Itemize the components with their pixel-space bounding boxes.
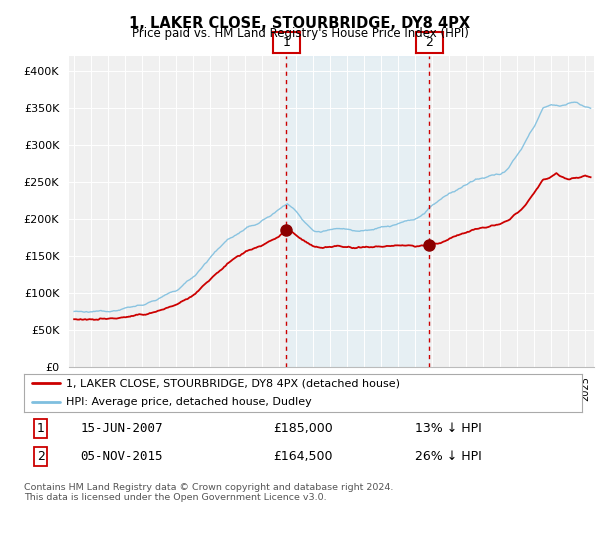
Text: Contains HM Land Registry data © Crown copyright and database right 2024.: Contains HM Land Registry data © Crown c… [24, 483, 394, 492]
Text: £185,000: £185,000 [273, 422, 333, 435]
Text: This data is licensed under the Open Government Licence v3.0.: This data is licensed under the Open Gov… [24, 493, 326, 502]
Bar [286, 56, 430, 367]
Text: £164,500: £164,500 [273, 450, 333, 463]
Text: 2: 2 [37, 450, 44, 463]
Text: 2: 2 [425, 36, 433, 49]
Text: 1, LAKER CLOSE, STOURBRIDGE, DY8 4PX: 1, LAKER CLOSE, STOURBRIDGE, DY8 4PX [130, 16, 470, 31]
Text: 15-JUN-2007: 15-JUN-2007 [80, 422, 163, 435]
Text: 1: 1 [283, 36, 290, 49]
Text: 26% ↓ HPI: 26% ↓ HPI [415, 450, 481, 463]
Text: 13% ↓ HPI: 13% ↓ HPI [415, 422, 481, 435]
Text: 1, LAKER CLOSE, STOURBRIDGE, DY8 4PX (detached house): 1, LAKER CLOSE, STOURBRIDGE, DY8 4PX (de… [66, 379, 400, 389]
Text: HPI: Average price, detached house, Dudley: HPI: Average price, detached house, Dudl… [66, 396, 311, 407]
Text: 1: 1 [37, 422, 44, 435]
Text: 05-NOV-2015: 05-NOV-2015 [80, 450, 163, 463]
Text: Price paid vs. HM Land Registry's House Price Index (HPI): Price paid vs. HM Land Registry's House … [131, 27, 469, 40]
